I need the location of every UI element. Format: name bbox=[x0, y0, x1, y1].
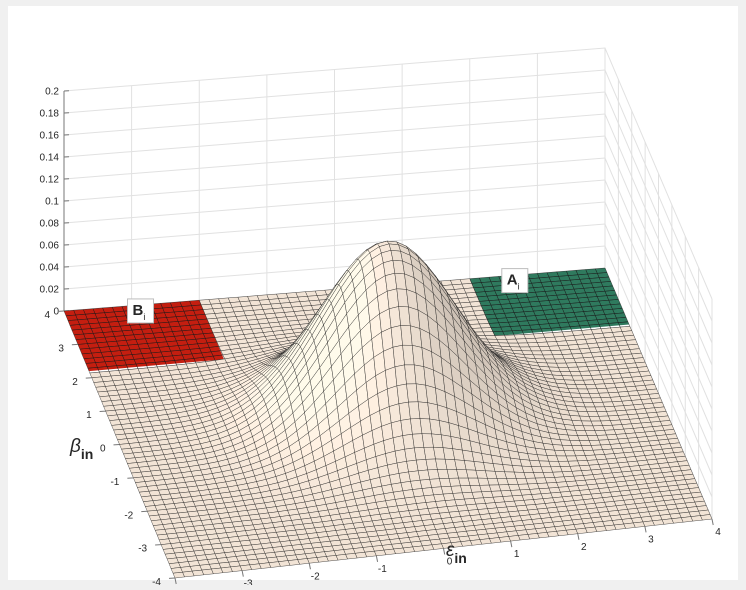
x-tick-label: 4 bbox=[715, 527, 721, 538]
surface-cell bbox=[701, 515, 713, 521]
z-tick-label: 0.18 bbox=[40, 109, 60, 120]
z-tick-label: 0.08 bbox=[40, 219, 60, 230]
y-tick-label: 0 bbox=[100, 444, 106, 455]
x-tick-label: -3 bbox=[244, 579, 253, 585]
z-tick-label: 0.04 bbox=[40, 263, 60, 274]
region-label-b: Bi bbox=[128, 299, 154, 323]
region-label-a: Ai bbox=[502, 269, 528, 293]
y-tick-label: 1 bbox=[86, 410, 92, 421]
y-tick-label: -4 bbox=[152, 577, 161, 585]
x-tick-label: 3 bbox=[648, 534, 654, 545]
y-tick-label: 3 bbox=[58, 343, 64, 354]
x-tick-label: -1 bbox=[378, 564, 387, 575]
y-tick-label: -1 bbox=[110, 477, 119, 488]
z-tick-label: 0 bbox=[53, 307, 59, 318]
y-tick-label: 2 bbox=[72, 377, 78, 388]
x-tick-label: 2 bbox=[581, 542, 587, 553]
y-tick-label: 4 bbox=[44, 310, 50, 321]
z-tick-label: 0.16 bbox=[40, 131, 60, 142]
z-tick-label: 0.14 bbox=[40, 153, 60, 164]
x-tick-label: 1 bbox=[514, 549, 520, 560]
z-tick-label: 0.02 bbox=[40, 285, 60, 296]
y-tick-label: -2 bbox=[124, 510, 133, 521]
z-tick-label: 0.12 bbox=[40, 175, 60, 186]
y-tick-label: -3 bbox=[138, 544, 147, 555]
z-tick-label: 0.06 bbox=[40, 241, 60, 252]
z-tick-label: 0.2 bbox=[45, 87, 59, 98]
z-tick-label: 0.1 bbox=[45, 197, 59, 208]
x-tick-label: -2 bbox=[311, 571, 320, 582]
